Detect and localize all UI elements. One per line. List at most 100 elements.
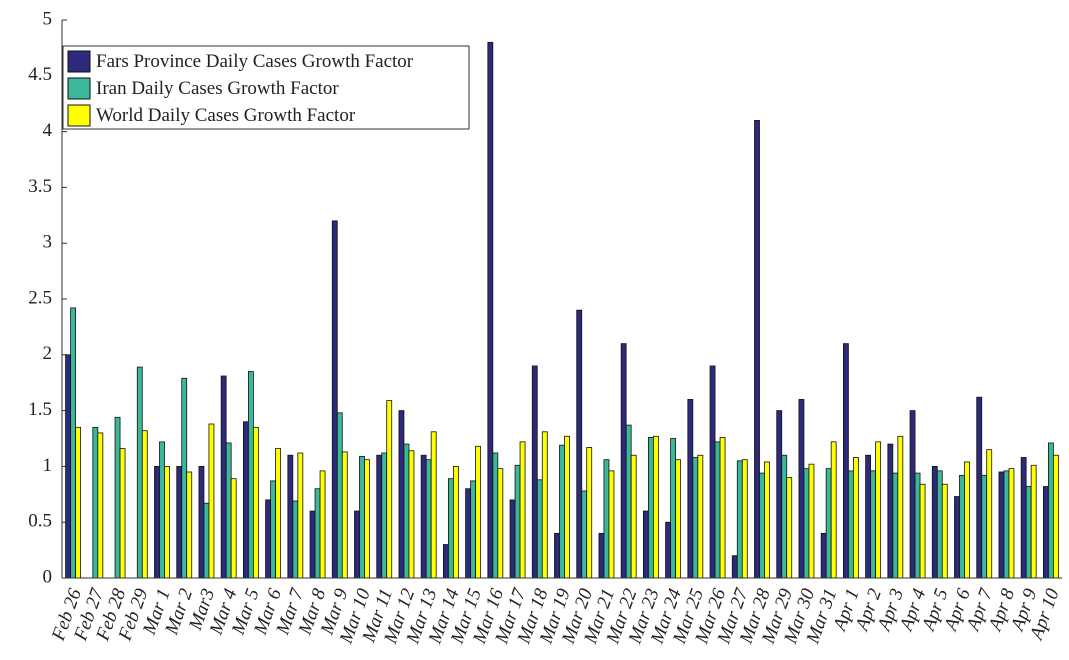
bar	[642, 510, 649, 579]
bar	[598, 532, 605, 579]
bar	[336, 412, 343, 579]
y-tick-label: 3	[43, 232, 53, 253]
bar	[403, 443, 410, 579]
bar	[119, 448, 126, 579]
bar	[936, 470, 943, 579]
bar	[470, 480, 477, 579]
bar	[1020, 457, 1027, 579]
bar	[852, 457, 859, 579]
bar	[242, 421, 249, 579]
bar	[114, 416, 121, 579]
bar	[164, 465, 170, 579]
bar	[798, 399, 805, 579]
bar	[514, 464, 521, 579]
bar	[870, 470, 877, 579]
bar	[665, 521, 672, 579]
bar	[398, 410, 405, 579]
y-tick-label: 5	[43, 8, 53, 29]
bar	[519, 441, 526, 579]
y-tick-label: 1	[43, 455, 53, 476]
bar	[1003, 470, 1010, 579]
bar	[892, 472, 899, 579]
bar	[847, 470, 854, 579]
bar	[719, 436, 726, 579]
bar	[92, 426, 99, 579]
bar	[230, 478, 237, 579]
bar	[776, 410, 783, 579]
bar	[425, 459, 432, 579]
y-tick-label: 3.5	[28, 176, 52, 197]
bar	[341, 451, 348, 579]
bar	[270, 480, 277, 579]
bar	[914, 472, 921, 579]
bar	[736, 460, 743, 579]
bar	[319, 470, 326, 579]
bar	[830, 441, 837, 579]
bar	[1047, 442, 1054, 579]
legend-swatch	[67, 77, 91, 100]
bar	[608, 470, 615, 579]
bar	[998, 471, 1005, 579]
bar	[220, 375, 227, 579]
bar	[136, 366, 143, 579]
bar	[75, 426, 82, 579]
bar	[442, 544, 449, 579]
bar	[731, 555, 738, 579]
legend-box	[62, 45, 470, 130]
bar	[265, 499, 272, 579]
y-tick-label: 0	[43, 566, 53, 587]
bar	[376, 454, 383, 579]
bar	[309, 510, 316, 579]
bar	[865, 454, 872, 579]
bar	[909, 410, 916, 579]
bar	[559, 444, 565, 579]
bar	[154, 465, 160, 579]
bar	[1042, 486, 1049, 579]
bar	[786, 477, 793, 579]
bar	[275, 448, 282, 579]
bar	[887, 443, 894, 579]
bar	[487, 41, 494, 579]
bar	[803, 468, 810, 579]
bar	[509, 499, 516, 579]
bar	[820, 532, 827, 579]
bar	[764, 461, 770, 579]
bar	[1008, 468, 1015, 579]
bar	[381, 452, 388, 579]
bar	[475, 445, 482, 579]
bar	[70, 307, 77, 579]
bar	[647, 436, 654, 579]
bar	[1030, 464, 1037, 579]
bar	[581, 490, 588, 579]
bar	[697, 454, 704, 579]
bar	[225, 442, 232, 579]
bar	[675, 459, 682, 579]
bar	[875, 441, 882, 579]
bar	[986, 449, 993, 579]
bar	[408, 450, 415, 579]
bar	[931, 465, 938, 579]
bar	[176, 465, 183, 579]
bar	[554, 532, 560, 579]
bar	[141, 430, 148, 579]
bar	[541, 431, 548, 579]
bar	[954, 496, 960, 579]
bar	[314, 488, 321, 579]
bar	[331, 220, 338, 579]
bar	[497, 468, 504, 579]
bar	[670, 438, 677, 579]
bar	[754, 120, 760, 579]
y-tick-label: 2.5	[28, 287, 52, 308]
bar	[208, 423, 215, 579]
legend-label: Iran Daily Cases Growth Factor	[96, 78, 339, 99]
bar	[252, 426, 259, 579]
legend-swatch	[67, 104, 91, 127]
y-tick-label: 0.5	[28, 511, 52, 532]
bar	[576, 309, 583, 579]
bar	[297, 452, 304, 579]
bar	[919, 483, 926, 579]
bar	[536, 479, 543, 579]
bar	[714, 441, 721, 579]
bar	[941, 483, 948, 579]
